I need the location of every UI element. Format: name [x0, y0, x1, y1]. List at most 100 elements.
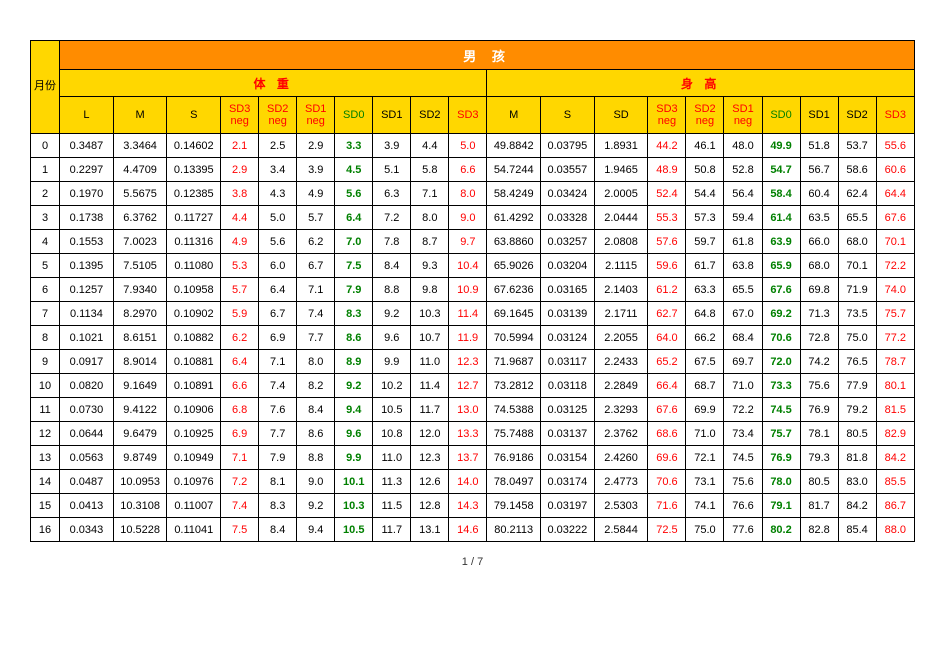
- height-cell: 2.5844: [594, 518, 648, 542]
- weight-cell: 13.3: [449, 422, 487, 446]
- weight-cell: 0.0413: [60, 494, 114, 518]
- weight-cell: 4.3: [259, 182, 297, 206]
- height-cell: 58.4249: [487, 182, 541, 206]
- height-cell: 72.2: [724, 398, 762, 422]
- weight-cell: 8.0: [297, 350, 335, 374]
- weight-cell: 10.3108: [113, 494, 167, 518]
- height-cell: 57.3: [686, 206, 724, 230]
- height-cell: 61.4: [762, 206, 800, 230]
- height-cell: 76.6: [724, 494, 762, 518]
- group-weight: 体 重: [60, 70, 487, 97]
- table-row: 20.19705.56750.123853.84.34.95.66.37.18.…: [31, 182, 915, 206]
- weight-cell: 6.3762: [113, 206, 167, 230]
- weight-cell: 11.7: [373, 518, 411, 542]
- height-cell: 70.1: [838, 254, 876, 278]
- height-cell: 70.6: [762, 326, 800, 350]
- weight-cell: 6.4: [335, 206, 373, 230]
- col-header: SD3: [876, 97, 914, 134]
- height-cell: 67.0: [724, 302, 762, 326]
- weight-cell: 3.9: [297, 158, 335, 182]
- height-cell: 73.4: [724, 422, 762, 446]
- month-cell: 0: [31, 134, 60, 158]
- height-cell: 74.1: [686, 494, 724, 518]
- weight-cell: 5.5675: [113, 182, 167, 206]
- height-cell: 61.4292: [487, 206, 541, 230]
- weight-cell: 9.2: [297, 494, 335, 518]
- height-cell: 81.7: [800, 494, 838, 518]
- height-cell: 0.03197: [541, 494, 595, 518]
- table-body: 00.34873.34640.146022.12.52.93.33.94.45.…: [31, 134, 915, 542]
- weight-cell: 8.1: [259, 470, 297, 494]
- height-cell: 74.5388: [487, 398, 541, 422]
- page-current: 1: [462, 556, 468, 568]
- height-cell: 2.0444: [594, 206, 648, 230]
- weight-cell: 10.3: [411, 302, 449, 326]
- height-cell: 50.8: [686, 158, 724, 182]
- weight-cell: 9.4122: [113, 398, 167, 422]
- weight-cell: 13.0: [449, 398, 487, 422]
- height-cell: 54.4: [686, 182, 724, 206]
- height-cell: 66.2: [686, 326, 724, 350]
- weight-cell: 0.1553: [60, 230, 114, 254]
- height-cell: 60.6: [876, 158, 914, 182]
- weight-cell: 6.7: [297, 254, 335, 278]
- weight-cell: 6.9: [221, 422, 259, 446]
- col-header: SD1neg: [297, 97, 335, 134]
- weight-cell: 10.1: [335, 470, 373, 494]
- height-cell: 76.9186: [487, 446, 541, 470]
- height-cell: 1.8931: [594, 134, 648, 158]
- weight-cell: 7.5: [335, 254, 373, 278]
- height-cell: 75.7: [762, 422, 800, 446]
- table-row: 100.08209.16490.108916.67.48.29.210.211.…: [31, 374, 915, 398]
- weight-cell: 8.3: [335, 302, 373, 326]
- weight-cell: 0.12385: [167, 182, 221, 206]
- table-row: 30.17386.37620.117274.45.05.76.47.28.09.…: [31, 206, 915, 230]
- height-cell: 67.6: [648, 398, 686, 422]
- height-cell: 51.8: [800, 134, 838, 158]
- height-cell: 63.3: [686, 278, 724, 302]
- height-cell: 65.5: [838, 206, 876, 230]
- height-cell: 78.1: [800, 422, 838, 446]
- height-cell: 0.03222: [541, 518, 595, 542]
- weight-cell: 7.9: [335, 278, 373, 302]
- table-row: 130.05639.87490.109497.17.98.89.911.012.…: [31, 446, 915, 470]
- month-cell: 14: [31, 470, 60, 494]
- weight-cell: 11.0: [373, 446, 411, 470]
- weight-cell: 5.8: [411, 158, 449, 182]
- height-cell: 0.03154: [541, 446, 595, 470]
- height-cell: 80.1: [876, 374, 914, 398]
- col-header: SD1: [800, 97, 838, 134]
- height-cell: 63.8: [724, 254, 762, 278]
- height-cell: 0.03174: [541, 470, 595, 494]
- weight-cell: 9.1649: [113, 374, 167, 398]
- weight-cell: 8.2970: [113, 302, 167, 326]
- height-cell: 52.4: [648, 182, 686, 206]
- height-cell: 76.5: [838, 350, 876, 374]
- weight-cell: 0.1257: [60, 278, 114, 302]
- height-cell: 49.9: [762, 134, 800, 158]
- month-header: 月份: [31, 41, 60, 134]
- height-cell: 72.0: [762, 350, 800, 374]
- height-cell: 53.7: [838, 134, 876, 158]
- weight-cell: 0.0343: [60, 518, 114, 542]
- weight-cell: 9.7: [449, 230, 487, 254]
- height-cell: 0.03118: [541, 374, 595, 398]
- month-cell: 5: [31, 254, 60, 278]
- height-cell: 86.7: [876, 494, 914, 518]
- weight-cell: 3.3: [335, 134, 373, 158]
- weight-cell: 7.4: [221, 494, 259, 518]
- weight-cell: 6.2: [297, 230, 335, 254]
- weight-cell: 9.6: [335, 422, 373, 446]
- weight-cell: 9.2: [373, 302, 411, 326]
- col-header: S: [167, 97, 221, 134]
- month-cell: 11: [31, 398, 60, 422]
- weight-cell: 11.4: [411, 374, 449, 398]
- col-header: SD2: [838, 97, 876, 134]
- weight-cell: 6.6: [449, 158, 487, 182]
- weight-cell: 10.2: [373, 374, 411, 398]
- height-cell: 0.03124: [541, 326, 595, 350]
- weight-cell: 7.5105: [113, 254, 167, 278]
- weight-cell: 0.14602: [167, 134, 221, 158]
- height-cell: 69.9: [686, 398, 724, 422]
- weight-cell: 9.2: [335, 374, 373, 398]
